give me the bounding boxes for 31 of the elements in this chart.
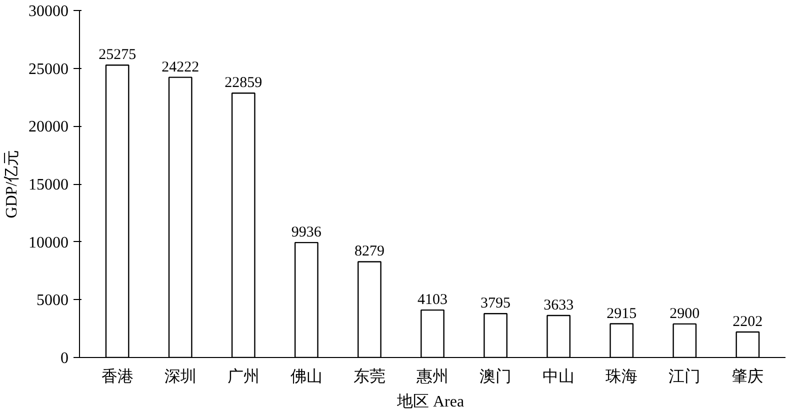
data-label: 22859 bbox=[224, 75, 262, 92]
x-tick-label: 惠州 bbox=[416, 368, 448, 386]
y-axis-title: GDP/亿元 bbox=[4, 150, 20, 218]
x-tick-label: 珠海 bbox=[606, 368, 638, 386]
y-tick-label: 30000 bbox=[28, 3, 68, 20]
data-label: 9936 bbox=[291, 224, 322, 241]
x-tick-label: 深圳 bbox=[164, 368, 196, 386]
x-tick-label: 佛山 bbox=[290, 368, 322, 386]
y-tick-label: 20000 bbox=[28, 118, 68, 136]
data-label: 2900 bbox=[670, 306, 700, 322]
data-label: 8279 bbox=[354, 244, 384, 260]
data-label: 3633 bbox=[544, 297, 574, 314]
x-tick-label: 中山 bbox=[542, 368, 575, 386]
y-tick-label: 15000 bbox=[28, 176, 68, 194]
data-label: 2915 bbox=[606, 306, 637, 322]
y-tick-label: 25000 bbox=[28, 60, 68, 78]
data-label: 2202 bbox=[732, 314, 763, 330]
y-tick-label: 5000 bbox=[36, 292, 68, 310]
x-tick-label: 肇庆 bbox=[732, 368, 764, 386]
x-tick-label: 澳门 bbox=[480, 368, 512, 386]
data-label: 24222 bbox=[162, 59, 200, 76]
data-label: 3795 bbox=[480, 296, 511, 312]
y-tick-label: 0 bbox=[60, 350, 68, 367]
x-tick-label: 广州 bbox=[227, 368, 260, 386]
x-tick-label: 江门 bbox=[668, 368, 701, 386]
x-axis-title: 地区 Area bbox=[396, 392, 464, 410]
data-label: 25275 bbox=[98, 47, 136, 64]
x-tick-label: 香港 bbox=[101, 368, 134, 386]
x-tick-label: 东莞 bbox=[353, 368, 386, 386]
y-tick-label: 10000 bbox=[28, 234, 68, 252]
data-label: 4103 bbox=[418, 292, 448, 308]
